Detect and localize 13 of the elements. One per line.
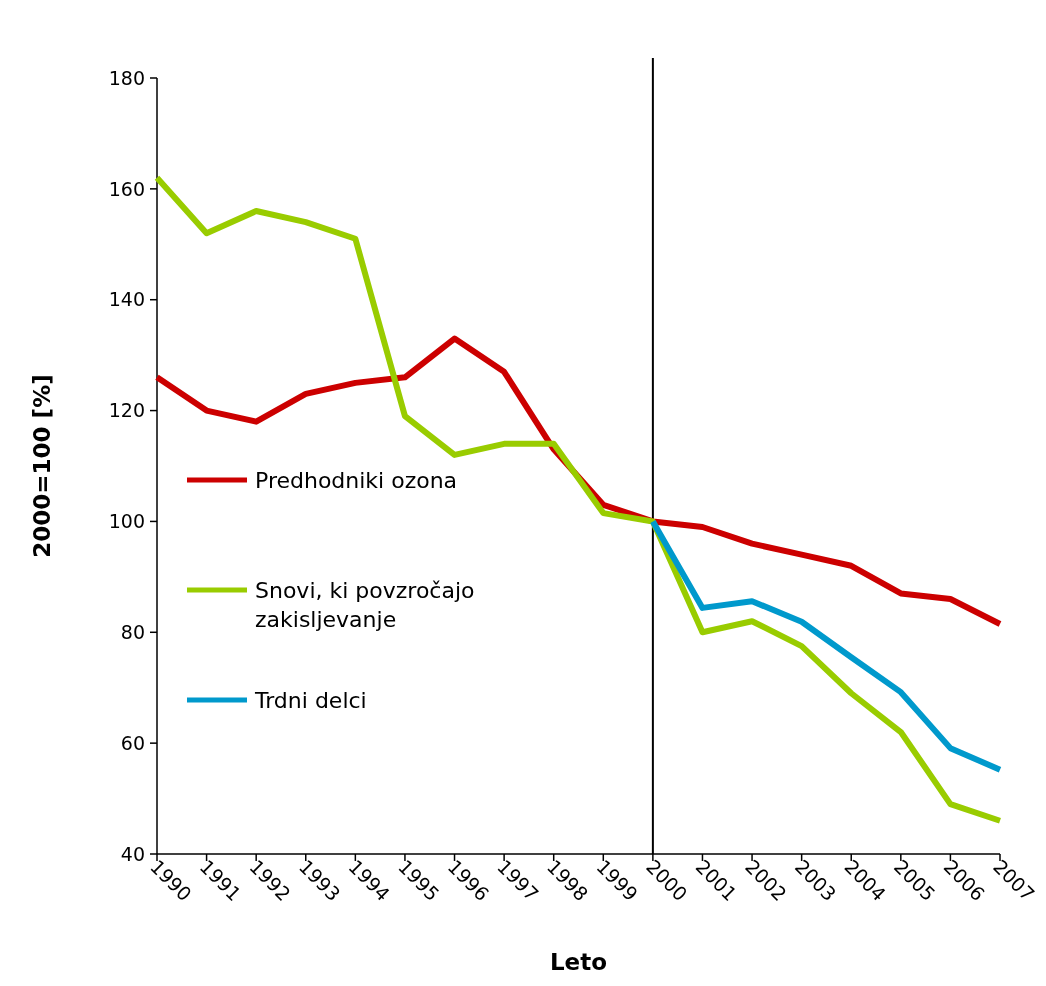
y-tick-label: 40 — [120, 842, 145, 865]
y-axis-title: 2000=100 [%] — [29, 374, 55, 558]
legend-label: Snovi, ki povzročajo zakisljevanje — [255, 577, 475, 633]
y-tick-label: 180 — [108, 66, 145, 89]
y-tick-label: 60 — [120, 731, 145, 754]
legend-label: Predhodniki ozona — [255, 467, 458, 493]
y-tick-label: 160 — [108, 177, 145, 200]
legend-label: Trdni delci — [254, 687, 367, 713]
x-axis-title: Leto — [549, 949, 608, 975]
y-tick-label: 100 — [108, 510, 145, 533]
y-tick-label: 80 — [120, 620, 145, 643]
y-tick-label: 120 — [108, 399, 145, 422]
y-tick-label: 140 — [108, 288, 145, 311]
